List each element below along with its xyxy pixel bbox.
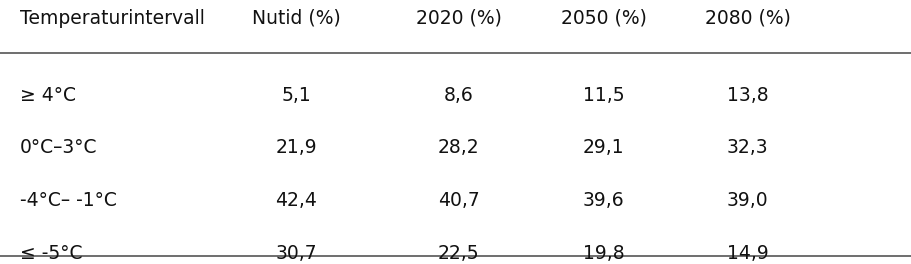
Text: Temperaturintervall: Temperaturintervall xyxy=(20,9,205,28)
Text: 2050 (%): 2050 (%) xyxy=(560,9,646,28)
Text: 40,7: 40,7 xyxy=(437,191,479,210)
Text: ≥ 4°C: ≥ 4°C xyxy=(20,86,76,105)
Text: 2080 (%): 2080 (%) xyxy=(704,9,790,28)
Text: 30,7: 30,7 xyxy=(275,244,317,263)
Text: 39,0: 39,0 xyxy=(726,191,768,210)
Text: Nutid (%): Nutid (%) xyxy=(251,9,341,28)
Text: 28,2: 28,2 xyxy=(437,138,479,157)
Text: 21,9: 21,9 xyxy=(275,138,317,157)
Text: 39,6: 39,6 xyxy=(582,191,624,210)
Text: 8,6: 8,6 xyxy=(444,86,473,105)
Text: ≤ -5°C: ≤ -5°C xyxy=(20,244,83,263)
Text: 0°C–3°C: 0°C–3°C xyxy=(20,138,97,157)
Text: 32,3: 32,3 xyxy=(726,138,768,157)
Text: 14,9: 14,9 xyxy=(726,244,768,263)
Text: 42,4: 42,4 xyxy=(275,191,317,210)
Text: 2020 (%): 2020 (%) xyxy=(415,9,501,28)
Text: 5,1: 5,1 xyxy=(281,86,311,105)
Text: 29,1: 29,1 xyxy=(582,138,624,157)
Text: -4°C– -1°C: -4°C– -1°C xyxy=(20,191,117,210)
Text: 22,5: 22,5 xyxy=(437,244,479,263)
Text: 11,5: 11,5 xyxy=(582,86,624,105)
Text: 19,8: 19,8 xyxy=(582,244,624,263)
Text: 13,8: 13,8 xyxy=(726,86,768,105)
